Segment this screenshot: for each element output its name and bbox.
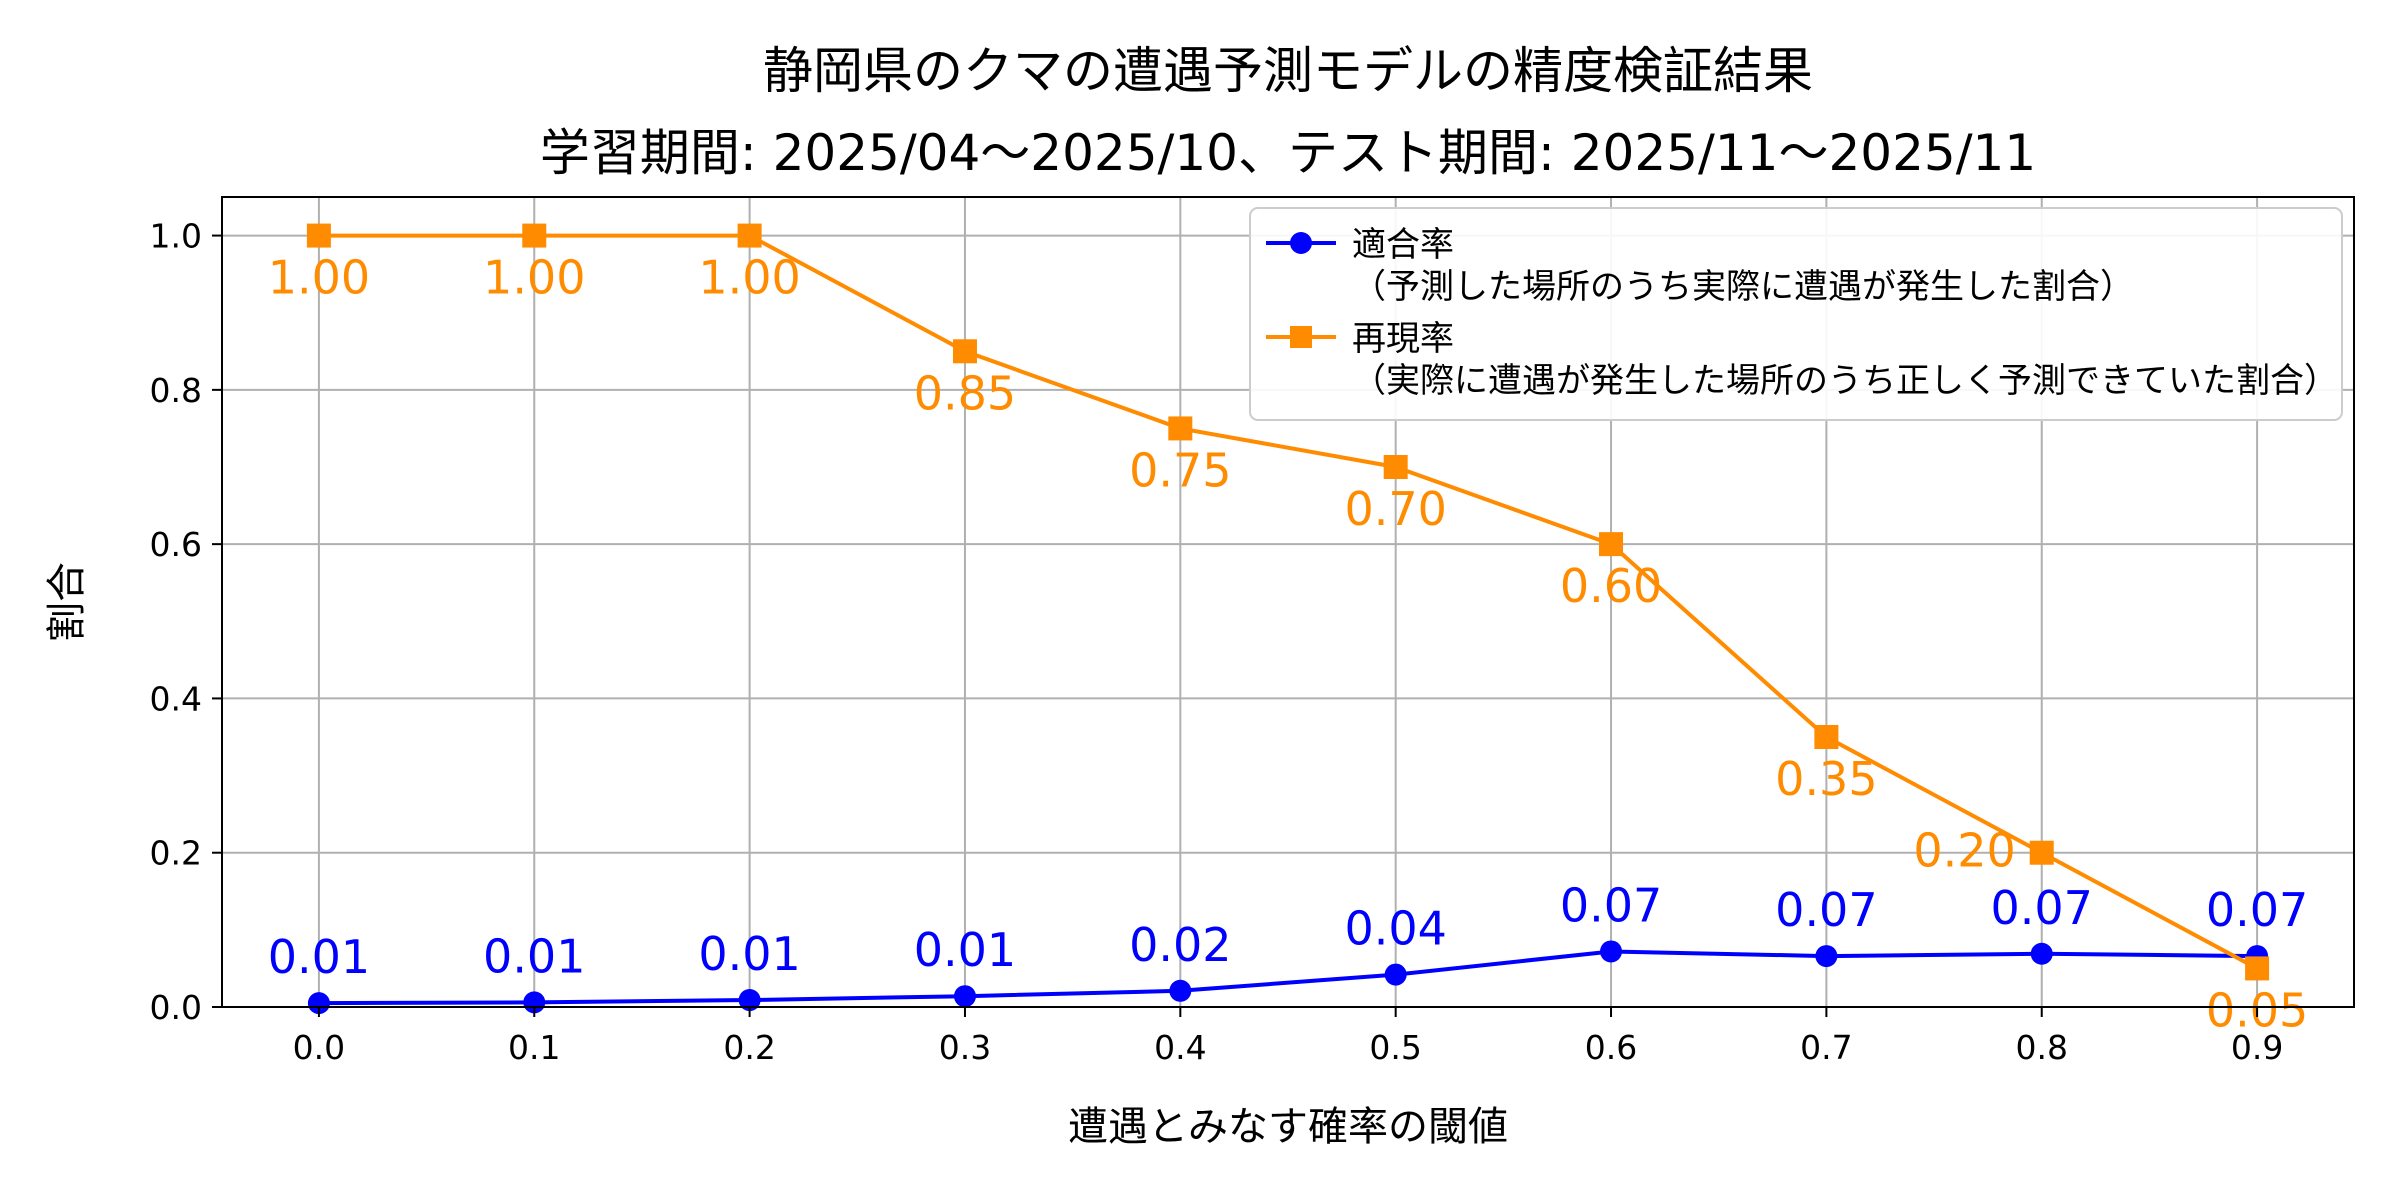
data-point (306, 223, 331, 248)
x-tick-label: 0.3 (939, 1028, 991, 1067)
data-label: 0.01 (914, 923, 1016, 977)
data-point (1384, 963, 1407, 986)
y-tick-label: 0.6 (150, 525, 202, 564)
series-line-0 (318, 949, 2258, 1006)
x-tick-label: 0.8 (2015, 1028, 2067, 1067)
data-point (737, 223, 762, 248)
data-point (1383, 455, 1408, 479)
series-line-1 (318, 233, 2259, 971)
y-tick-label: 0.8 (150, 371, 202, 410)
x-tick-label: 0.1 (508, 1028, 560, 1067)
chart-title: 静岡県のクマの遭遇予測モデルの精度検証結果 (763, 42, 1813, 100)
data-point (738, 989, 761, 1012)
legend-label-recall: 再現率（実際に遭遇が発生した場所のうち正しく予測できていた割合） (1352, 319, 2338, 401)
data-label: 0.70 (1344, 482, 1446, 536)
data-point (2245, 956, 2270, 981)
data-label: 1.00 (483, 251, 585, 305)
data-label: 0.07 (2206, 883, 2308, 937)
data-point (1599, 532, 1624, 557)
x-tick-label: 0.6 (1585, 1028, 1637, 1067)
data-label: 0.75 (1129, 443, 1231, 497)
x-tick-label: 0.0 (293, 1028, 345, 1067)
y-tick-label: 0.0 (150, 988, 202, 1027)
plot-frame (221, 196, 2355, 1008)
data-label: 0.07 (1991, 881, 2093, 935)
data-label: 1.00 (268, 251, 370, 305)
data-point (2029, 840, 2054, 865)
x-tick-label: 0.9 (2231, 1028, 2283, 1067)
data-labels: 0.01 0.01 0.01 0.01 0.02 0.04 0.07 0.07 0.07 0.07… (268, 251, 2309, 1038)
legend-label-precision: 適合率（予測した場所のうち実際に遭遇が発生した割合） (1352, 225, 2134, 307)
data-label: 1.00 (698, 251, 800, 305)
data-label: 0.01 (698, 927, 800, 981)
x-tick-label: 0.4 (1154, 1028, 1206, 1067)
data-point (952, 339, 977, 364)
data-point (307, 992, 330, 1015)
y-axis-label: 割合 (44, 562, 90, 642)
y-tick-label: 0.4 (150, 679, 202, 718)
data-label: 0.07 (1560, 878, 1662, 932)
data-point (953, 985, 976, 1008)
x-tick-label: 0.7 (1800, 1028, 1852, 1067)
data-point (1600, 940, 1623, 963)
x-axis-label: 遭遇とみなす確率の閾値 (1068, 1104, 1508, 1150)
data-label: 0.60 (1560, 559, 1662, 613)
data-point (1815, 945, 1838, 968)
x-tick-label: 0.5 (1369, 1028, 1421, 1067)
data-label: 0.01 (483, 929, 585, 983)
data-label: 0.01 (268, 930, 370, 984)
legend-box (1249, 207, 2343, 421)
data-label: 0.35 (1775, 752, 1877, 806)
ticks: 0.0 0.1 0.2 0.3 0.4 0.5 0.6 0.7 0.8 0.9 0.0 0.2 0.4 0… (150, 217, 2284, 1067)
data-point (2030, 942, 2053, 965)
legend: 適合率（予測した場所のうち実際に遭遇が発生した割合） 再現率（実際に遭遇が発生し… (1249, 207, 2343, 421)
data-point (1169, 979, 1192, 1002)
x-tick-label: 0.2 (723, 1028, 775, 1067)
data-point (1814, 725, 1839, 749)
data-label: 0.04 (1344, 902, 1446, 956)
data-label: 0.02 (1129, 918, 1231, 972)
y-tick-label: 0.2 (150, 834, 202, 873)
y-tick-label: 1.0 (150, 217, 202, 256)
data-point (522, 223, 547, 248)
data-label: 0.20 (1913, 824, 2015, 878)
data-label: 0.07 (1775, 883, 1877, 937)
data-point (1168, 416, 1193, 441)
legend-marker-circle-icon (1290, 232, 1312, 254)
series-layer (306, 223, 2270, 1015)
chart-subtitle: 学習期間: 2025/04〜2025/10、テスト期間: 2025/11〜202… (540, 124, 2036, 182)
data-label: 0.85 (914, 366, 1016, 420)
legend-marker-square-icon (1290, 326, 1312, 348)
